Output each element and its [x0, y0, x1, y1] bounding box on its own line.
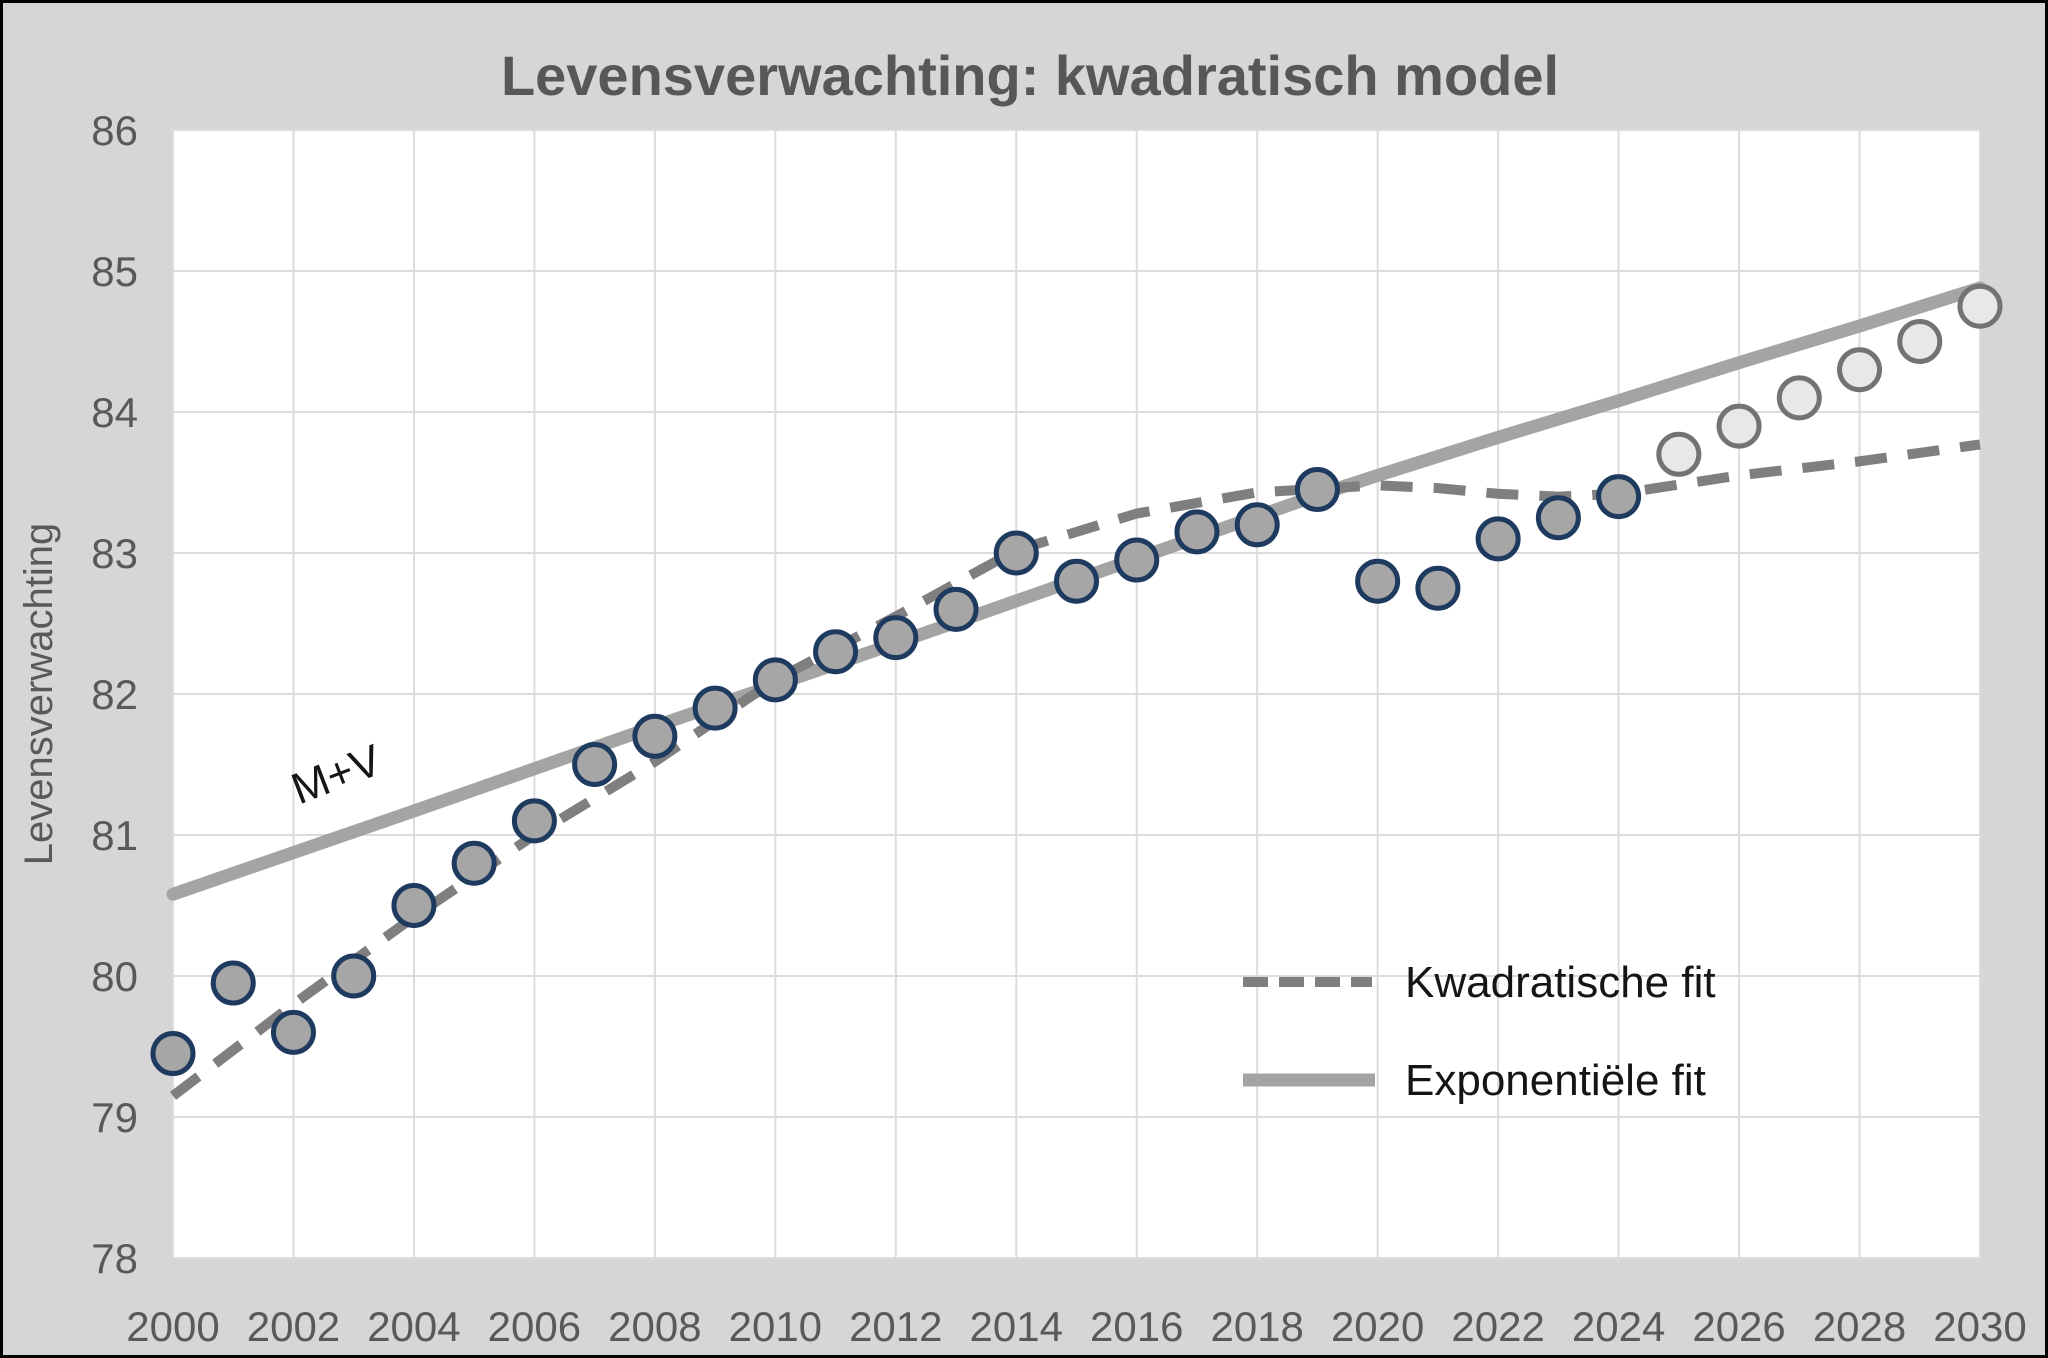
x-tick-label: 2020: [1331, 1303, 1424, 1350]
data-point-observed: [1475, 516, 1521, 562]
data-point-observed: [270, 1009, 316, 1055]
chart-title: Levensverwachting: kwadratisch model: [501, 44, 1559, 107]
y-tick-label: 85: [91, 248, 138, 295]
x-tick-label: 2004: [367, 1303, 460, 1350]
data-point-projected: [1957, 283, 2003, 329]
data-points: [150, 283, 2003, 1077]
data-point-observed: [391, 883, 437, 928]
data-point-observed: [572, 742, 618, 787]
y-tick-label: 83: [91, 530, 138, 577]
data-point-observed: [933, 586, 979, 632]
x-tick-label: 2022: [1451, 1303, 1544, 1350]
x-tick-label: 2026: [1692, 1303, 1785, 1350]
x-tick-label: 2000: [126, 1303, 219, 1350]
x-tick-label: 2012: [849, 1303, 942, 1350]
data-point-observed: [873, 615, 919, 661]
data-point-observed: [1054, 558, 1099, 604]
x-tick-label: 2002: [247, 1303, 340, 1350]
data-point-observed: [150, 1031, 196, 1077]
y-axis-title: Levensverwachting: [17, 523, 61, 865]
data-point-projected: [1837, 347, 1883, 393]
y-tick-label: 84: [91, 389, 138, 436]
y-axis-tick-labels: 78 79 80 81 82 83 84 85 86: [91, 107, 138, 1282]
y-tick-label: 86: [91, 107, 138, 154]
data-point-projected: [1776, 375, 1822, 421]
legend: Kwadratische fit Exponentiële fit: [1243, 958, 1716, 1105]
data-point-observed: [1234, 502, 1280, 548]
trend-lines: [166, 281, 1987, 1100]
y-tick-label: 82: [91, 671, 138, 718]
data-point-observed: [1174, 509, 1220, 555]
x-tick-label: 2006: [488, 1303, 581, 1350]
x-tick-label: 2016: [1090, 1303, 1183, 1350]
x-axis-tick-labels: 2000 2002 2004 2006 2008 2010 2012 2014 2016 2018…: [126, 1303, 2026, 1350]
data-point-observed: [210, 960, 256, 1006]
legend-label-quadratic: Kwadratische fit: [1405, 958, 1716, 1007]
data-point-observed: [1596, 474, 1642, 520]
data-point-observed: [1535, 495, 1581, 541]
y-tick-label: 79: [91, 1094, 138, 1141]
data-point-observed: [331, 953, 377, 999]
data-point-observed: [1114, 537, 1160, 583]
x-tick-label: 2008: [608, 1303, 701, 1350]
data-point-observed: [1355, 558, 1401, 604]
y-tick-label: 81: [91, 812, 138, 859]
x-tick-label: 2010: [729, 1303, 822, 1350]
trend-line-quadratic: [169, 439, 1981, 1100]
gridlines: [172, 129, 1981, 1259]
y-tick-label: 78: [91, 1235, 138, 1282]
x-tick-label: 2028: [1813, 1303, 1906, 1350]
x-tick-label: 2014: [970, 1303, 1063, 1350]
data-point-observed: [511, 798, 557, 844]
data-point-observed: [1415, 565, 1461, 611]
legend-label-exponential: Exponentiële fit: [1405, 1056, 1706, 1105]
data-point-observed: [813, 629, 859, 675]
data-point-projected: [1656, 431, 1702, 477]
y-tick-label: 80: [91, 953, 138, 1000]
data-point-observed: [752, 657, 798, 703]
data-point-projected: [1897, 319, 1943, 364]
data-point-observed: [1294, 467, 1340, 513]
x-tick-label: 2030: [1933, 1303, 2026, 1350]
data-point-observed: [993, 530, 1039, 576]
x-tick-label: 2018: [1210, 1303, 1303, 1350]
data-point-observed: [451, 840, 497, 886]
data-point-observed: [692, 685, 738, 731]
x-tick-label: 2024: [1572, 1303, 1665, 1350]
data-point-observed: [632, 713, 678, 759]
data-point-projected: [1716, 403, 1762, 449]
